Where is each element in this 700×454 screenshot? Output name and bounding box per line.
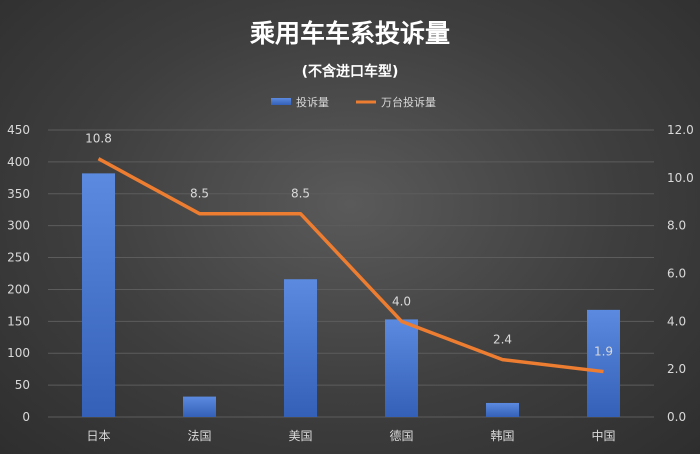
right-tick-label: 10.0 bbox=[667, 171, 694, 185]
left-tick-label: 100 bbox=[7, 346, 30, 360]
bar bbox=[284, 279, 317, 417]
left-tick-label: 400 bbox=[7, 155, 30, 169]
line-data-label: 8.5 bbox=[291, 187, 310, 201]
left-tick-label: 250 bbox=[7, 251, 30, 265]
bar bbox=[183, 396, 216, 417]
category-label: 法国 bbox=[187, 429, 211, 443]
legend-line-label: 万台投诉量 bbox=[381, 95, 436, 109]
bar bbox=[82, 173, 115, 417]
left-tick-label: 200 bbox=[7, 282, 30, 296]
chart-title: 乘用车车系投诉量 bbox=[250, 19, 450, 48]
left-tick-label: 0 bbox=[22, 410, 30, 424]
category-label: 日本 bbox=[86, 429, 110, 443]
category-label: 韩国 bbox=[490, 428, 514, 443]
chart-subtitle: (不含进口车型) bbox=[302, 63, 399, 80]
category-axis: 日本 法国 美国 德国 韩国 中国 bbox=[86, 428, 615, 443]
bar bbox=[587, 309, 620, 417]
left-tick-label: 450 bbox=[7, 123, 30, 137]
left-tick-label: 150 bbox=[7, 314, 30, 328]
line-path bbox=[97, 157, 604, 374]
data-labels: 10.8 8.5 8.5 4.0 2.4 1.9 bbox=[85, 132, 613, 359]
left-tick-label: 300 bbox=[7, 219, 30, 233]
bar bbox=[385, 319, 418, 417]
line-data-label: 8.5 bbox=[190, 187, 209, 201]
right-tick-label: 8.0 bbox=[667, 219, 686, 233]
right-tick-label: 12.0 bbox=[667, 123, 694, 137]
legend-bar-label: 投诉量 bbox=[296, 95, 329, 109]
left-tick-label: 50 bbox=[15, 378, 30, 392]
right-tick-label: 6.0 bbox=[667, 267, 686, 281]
right-tick-label: 4.0 bbox=[667, 314, 686, 328]
gridlines bbox=[48, 129, 654, 418]
line-series bbox=[97, 157, 604, 374]
bars bbox=[82, 173, 620, 417]
legend: 投诉量 万台投诉量 bbox=[271, 95, 436, 109]
legend-bar-swatch bbox=[271, 98, 291, 105]
right-tick-label: 0.0 bbox=[667, 410, 686, 424]
bar bbox=[486, 402, 519, 417]
category-label: 美国 bbox=[288, 429, 312, 443]
category-label: 德国 bbox=[389, 428, 413, 443]
line-data-label: 1.9 bbox=[594, 345, 613, 359]
category-label: 中国 bbox=[591, 428, 615, 443]
line-data-label: 4.0 bbox=[392, 294, 411, 308]
right-axis: 0.0 2.0 4.0 6.0 8.0 10.0 12.0 bbox=[667, 123, 694, 424]
right-tick-label: 2.0 bbox=[667, 362, 686, 376]
left-axis: 0 50 100 150 200 250 300 350 400 450 bbox=[7, 123, 30, 424]
line-data-label: 2.4 bbox=[493, 333, 512, 347]
left-tick-label: 350 bbox=[7, 187, 30, 201]
line-data-label: 10.8 bbox=[85, 132, 112, 146]
